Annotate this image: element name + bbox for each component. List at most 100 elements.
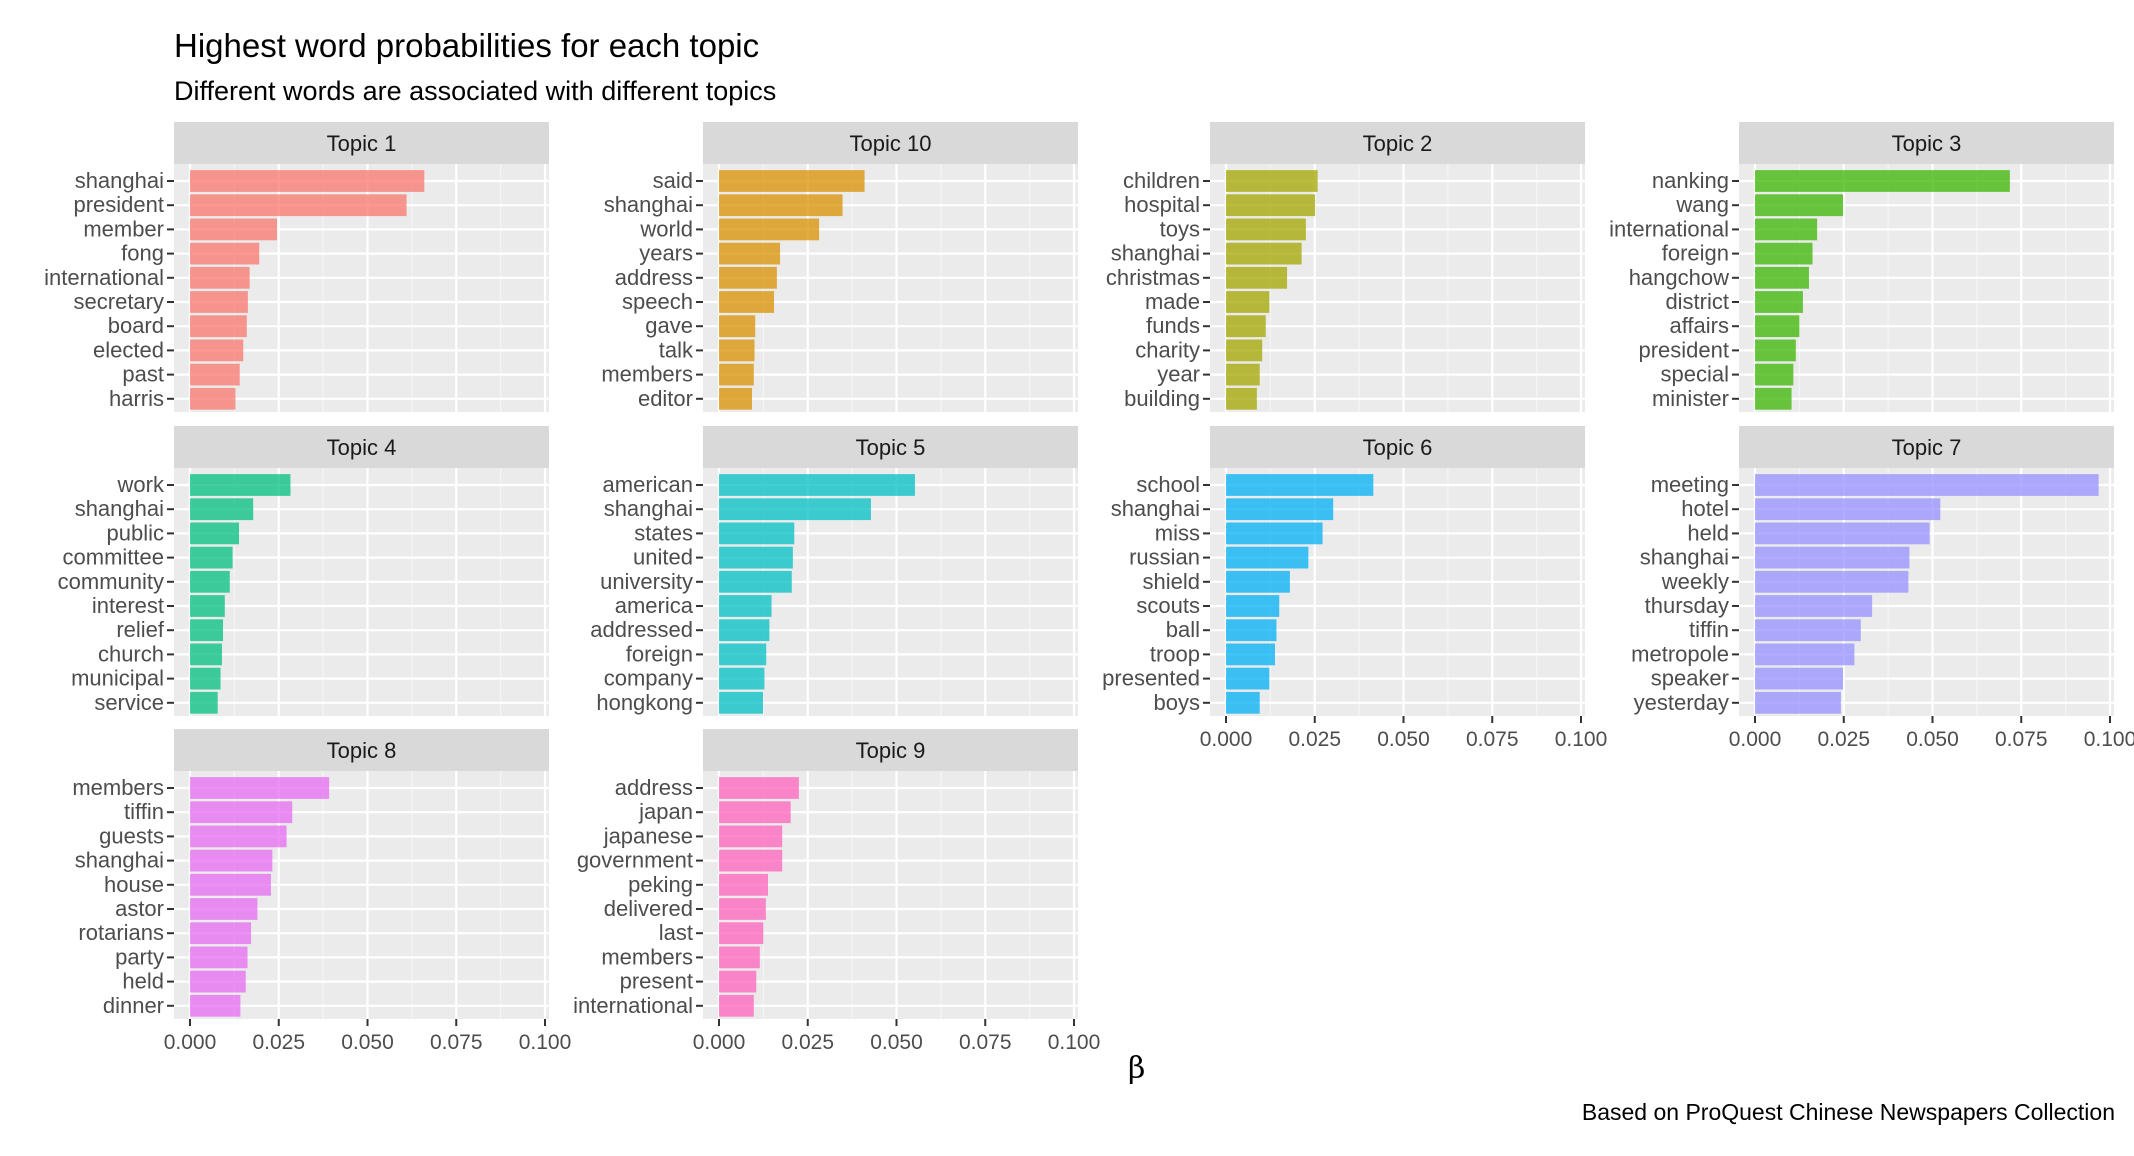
x-tick-label: 0.100 bbox=[2084, 728, 2134, 751]
word-label-topic-8: house bbox=[104, 872, 164, 897]
word-label-topic-9: address bbox=[615, 775, 693, 800]
bar-topic-3-international bbox=[1755, 218, 1818, 241]
word-label-topic-8: guests bbox=[99, 823, 164, 848]
word-label-topic-3: president bbox=[1638, 337, 1729, 362]
word-label-topic-8: astor bbox=[115, 896, 164, 921]
facet-strip-topic-5 bbox=[703, 426, 1078, 468]
bar-topic-8-tiffin bbox=[190, 801, 293, 824]
bar-topic-5-company bbox=[719, 667, 765, 690]
word-label-topic-2: building bbox=[1124, 386, 1200, 411]
facet-title-topic-1: Topic 1 bbox=[327, 131, 397, 156]
bar-topic-6-presented bbox=[1226, 667, 1270, 690]
word-label-topic-4: service bbox=[94, 690, 164, 715]
bar-topic-7-held bbox=[1755, 522, 1930, 545]
word-label-topic-3: district bbox=[1665, 289, 1729, 314]
bar-topic-9-members bbox=[719, 946, 760, 969]
word-label-topic-4: interest bbox=[92, 593, 164, 618]
bar-topic-9-peking bbox=[719, 873, 768, 896]
bar-topic-7-tiffin bbox=[1755, 619, 1861, 642]
bar-topic-2-funds bbox=[1226, 315, 1266, 338]
bar-topic-4-public bbox=[190, 522, 239, 545]
bar-topic-8-shanghai bbox=[190, 849, 273, 872]
facet-title-topic-10: Topic 10 bbox=[850, 131, 932, 156]
word-label-topic-7: yesterday bbox=[1634, 690, 1729, 715]
x-tick-label: 0.100 bbox=[1048, 1031, 1101, 1054]
word-label-topic-9: peking bbox=[628, 872, 693, 897]
x-tick-label: 0.075 bbox=[1466, 728, 1519, 751]
word-label-topic-1: secretary bbox=[74, 289, 164, 314]
bar-topic-2-year bbox=[1226, 363, 1260, 386]
bar-topic-2-toys bbox=[1226, 218, 1306, 241]
bar-topic-4-church bbox=[190, 643, 222, 666]
word-label-topic-1: shanghai bbox=[75, 168, 164, 193]
bar-topic-1-elected bbox=[190, 339, 244, 362]
bar-topic-1-past bbox=[190, 363, 240, 386]
word-label-topic-10: years bbox=[639, 241, 693, 266]
x-tick-label: 0.075 bbox=[959, 1031, 1012, 1054]
facet-strip-topic-8 bbox=[174, 729, 549, 771]
word-label-topic-6: school bbox=[1136, 472, 1200, 497]
facet-strip-topic-10 bbox=[703, 122, 1078, 164]
word-label-topic-4: public bbox=[107, 520, 164, 545]
word-label-topic-6: troop bbox=[1150, 641, 1200, 666]
word-label-topic-10: address bbox=[615, 265, 693, 290]
word-label-topic-2: made bbox=[1145, 289, 1200, 314]
bar-topic-3-president bbox=[1755, 339, 1796, 362]
bar-topic-9-international bbox=[719, 994, 754, 1017]
x-tick-label: 0.000 bbox=[693, 1031, 746, 1054]
chart-subtitle: Different words are associated with diff… bbox=[174, 76, 777, 106]
word-label-topic-7: shanghai bbox=[1640, 545, 1729, 570]
facet-strip-topic-9 bbox=[703, 729, 1078, 771]
x-tick-label: 0.025 bbox=[1288, 728, 1341, 751]
bar-topic-2-made bbox=[1226, 291, 1270, 313]
bar-topic-10-speech bbox=[719, 291, 775, 313]
bar-topic-9-japan bbox=[719, 801, 791, 824]
bar-topic-8-members bbox=[190, 777, 330, 799]
bar-topic-10-editor bbox=[719, 387, 753, 410]
word-label-topic-10: members bbox=[601, 362, 693, 387]
bar-topic-10-gave bbox=[719, 315, 756, 338]
word-label-topic-7: weekly bbox=[1661, 569, 1729, 594]
word-label-topic-10: editor bbox=[638, 386, 693, 411]
bar-topic-5-hongkong bbox=[719, 691, 764, 714]
word-label-topic-7: held bbox=[1687, 520, 1729, 545]
word-label-topic-4: committee bbox=[63, 545, 164, 570]
bar-topic-10-said bbox=[719, 170, 865, 192]
word-label-topic-4: community bbox=[58, 569, 164, 594]
facet-strip-topic-4 bbox=[174, 426, 549, 468]
bar-topic-1-shanghai bbox=[190, 170, 425, 192]
bar-topic-8-party bbox=[190, 946, 248, 969]
bar-topic-3-minister bbox=[1755, 387, 1792, 410]
bar-topic-6-scouts bbox=[1226, 595, 1280, 617]
bar-topic-10-members bbox=[719, 363, 754, 386]
word-label-topic-6: presented bbox=[1102, 666, 1200, 691]
bar-topic-6-shanghai bbox=[1226, 498, 1334, 521]
bar-topic-2-shanghai bbox=[1226, 242, 1302, 265]
bar-topic-6-russian bbox=[1226, 546, 1309, 569]
bar-topic-1-harris bbox=[190, 387, 236, 410]
word-label-topic-7: thursday bbox=[1645, 593, 1729, 618]
bar-topic-9-japanese bbox=[719, 825, 783, 848]
bar-topic-9-last bbox=[719, 922, 764, 945]
x-tick-label: 0.000 bbox=[164, 1031, 217, 1054]
facet-title-topic-8: Topic 8 bbox=[327, 738, 397, 763]
bar-topic-10-world bbox=[719, 218, 820, 241]
word-label-topic-9: present bbox=[620, 969, 693, 994]
word-label-topic-5: states bbox=[634, 520, 693, 545]
word-label-topic-1: past bbox=[122, 362, 164, 387]
bar-topic-6-troop bbox=[1226, 643, 1275, 666]
word-label-topic-2: christmas bbox=[1106, 265, 1200, 290]
chart-caption: Based on ProQuest Chinese Newspapers Col… bbox=[1581, 1099, 2115, 1125]
word-label-topic-3: nanking bbox=[1652, 168, 1729, 193]
facet-strip-topic-7 bbox=[1739, 426, 2114, 468]
word-label-topic-5: shanghai bbox=[604, 496, 693, 521]
word-label-topic-1: board bbox=[108, 313, 164, 338]
bar-topic-1-president bbox=[190, 194, 407, 217]
bar-topic-9-delivered bbox=[719, 898, 766, 920]
word-label-topic-1: harris bbox=[109, 386, 164, 411]
word-label-topic-8: tiffin bbox=[124, 799, 164, 824]
word-label-topic-8: party bbox=[115, 944, 164, 969]
bar-topic-4-work bbox=[190, 474, 291, 496]
facet-strip-topic-2 bbox=[1210, 122, 1585, 164]
